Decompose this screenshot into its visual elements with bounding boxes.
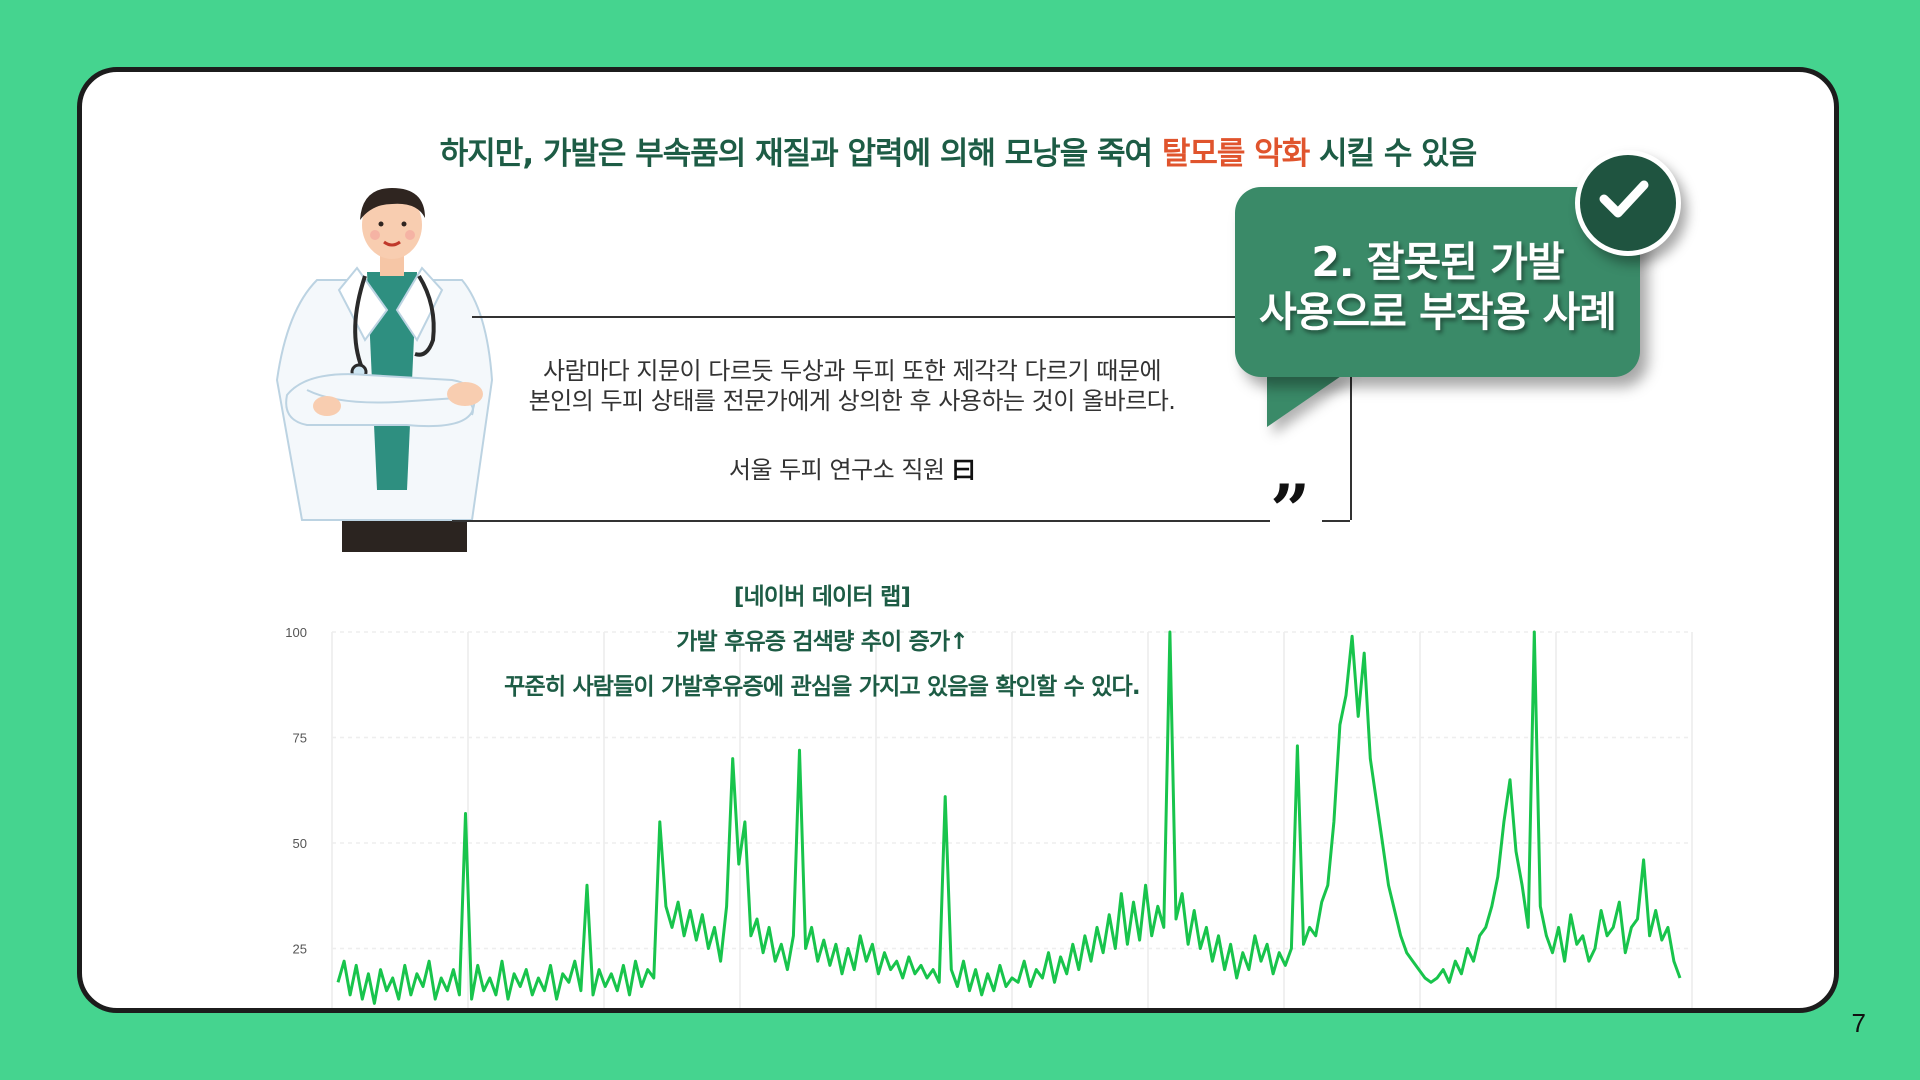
quote-line-2: 본인의 두피 상태를 전문가에게 상의한 후 사용하는 것이 올바르다. xyxy=(528,387,1176,415)
quote-frame-tail xyxy=(1322,520,1350,522)
y-tick-label: 75 xyxy=(293,731,307,746)
speech-bubble-text: 2. 잘못된 가발 사용으로 부작용 사례 xyxy=(1235,237,1640,337)
quote-frame-right xyxy=(1350,374,1352,520)
quote-author-mark: 曰 xyxy=(951,456,976,484)
quote-author: 서울 두피 연구소 직원 曰 xyxy=(462,450,1242,485)
doctor-illustration xyxy=(275,188,494,552)
check-badge xyxy=(1575,150,1681,256)
y-tick-label: 25 xyxy=(293,942,307,957)
y-tick-label: 50 xyxy=(293,836,307,851)
speech-bubble-tail xyxy=(1267,372,1347,427)
chart-caption-trend: 가발 후유증 검색량 추이 증가↑ xyxy=(676,629,968,655)
quote-author-name: 서울 두피 연구소 직원 xyxy=(728,456,945,484)
chart-caption-source: [네이버 데이터 랩] xyxy=(733,584,911,610)
slide-card: 하지만, 가발은 부속품의 재질과 압력에 의해 모낭을 죽여 탈모를 악화 시… xyxy=(77,67,1839,1013)
closing-quote-mark: ” xyxy=(1270,469,1311,552)
quote-frame-bottom xyxy=(452,520,1270,522)
headline: 하지만, 가발은 부속품의 재질과 압력에 의해 모낭을 죽여 탈모를 악화 시… xyxy=(82,128,1834,173)
chart-caption-conclusion: 꾸준히 사람들이 가발후유증에 관심을 가지고 있음을 확인할 수 있다. xyxy=(504,674,1140,700)
check-icon xyxy=(1599,180,1649,218)
quote-line-1: 사람마다 지문이 다르듯 두상과 두피 또한 제각각 다르기 때문에 xyxy=(542,357,1162,385)
search-trend-chart: 25 50 75 100 xyxy=(285,625,1693,1008)
quote-frame-top xyxy=(472,316,1242,318)
headline-highlight: 탈모를 악화 xyxy=(1161,136,1310,172)
bubble-line-2: 사용으로 부작용 사례 xyxy=(1258,288,1617,336)
y-tick-label: 100 xyxy=(285,625,307,640)
page-number: 7 xyxy=(1851,1008,1866,1038)
bubble-line-1: 2. 잘못된 가발 xyxy=(1311,238,1564,286)
speech-bubble xyxy=(1235,187,1640,377)
search-volume-line xyxy=(336,630,1682,1005)
headline-prefix: 하지만, 가발은 부속품의 재질과 압력에 의해 모낭을 죽여 xyxy=(439,136,1162,172)
quote-text: 사람마다 지문이 다르듯 두상과 두피 또한 제각각 다르기 때문에 본인의 두… xyxy=(462,356,1242,416)
headline-suffix: 시킬 수 있음 xyxy=(1309,136,1477,172)
